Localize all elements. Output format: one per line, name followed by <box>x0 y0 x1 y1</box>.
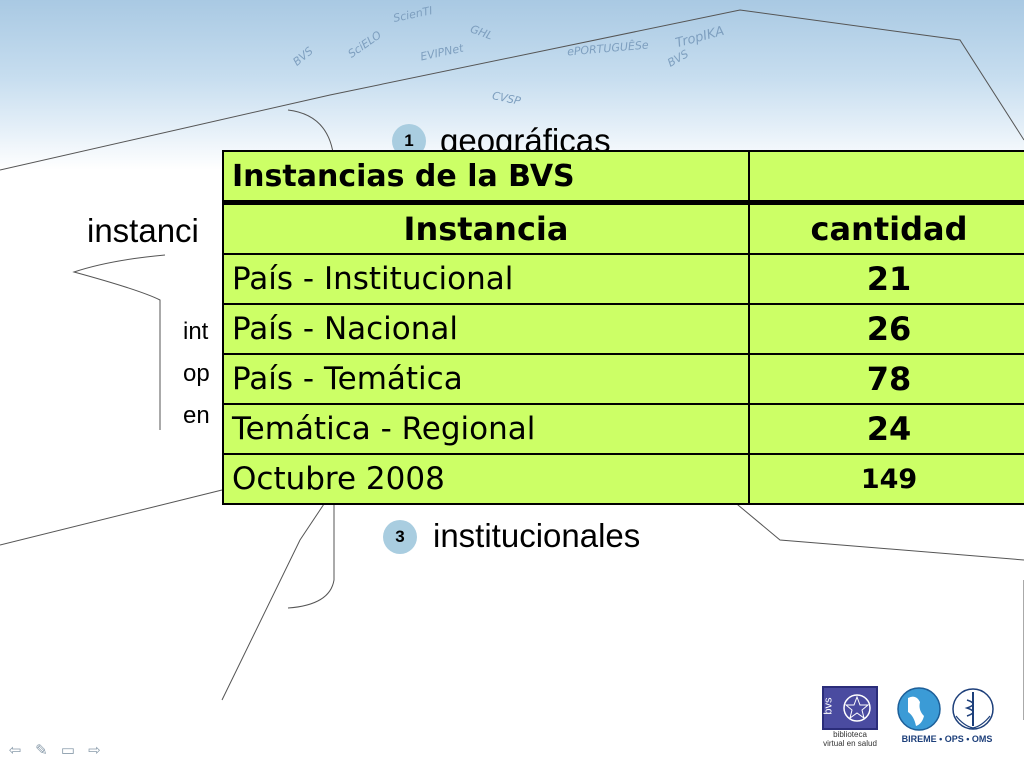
header-banner: ScienTI GHL TropIKA BVS SciELO EVIPNet e… <box>0 0 1024 170</box>
slide-nav-controls: ⇦ ✎ ▭ ⇨ <box>6 742 107 762</box>
table-total-row: Octubre 2008 149 <box>222 453 1024 505</box>
table-title: Instancias de la BVS <box>222 150 750 205</box>
table-row: País - Nacional 26 <box>222 303 1024 355</box>
row-count-cell: 78 <box>748 353 1024 405</box>
bireme-ops-oms-logo: BIREME • OPS • OMS <box>892 684 1002 750</box>
table-title-right <box>748 150 1024 205</box>
who-emblem-icon <box>952 688 994 730</box>
slide-menu-button[interactable]: ▭ <box>60 742 75 759</box>
table-header-row: Instancia cantidad <box>222 201 1024 255</box>
outline-shape-left <box>0 489 223 546</box>
table-title-row: Instancias de la BVS <box>222 150 1024 205</box>
outline-shape-lower <box>719 489 1024 561</box>
row-count-cell: 26 <box>748 303 1024 355</box>
text-en: en <box>183 402 210 429</box>
step-3-label: institucionales <box>433 517 641 554</box>
text-op: op <box>183 360 210 387</box>
row-count-cell: 24 <box>748 403 1024 455</box>
brace-left <box>72 254 166 430</box>
text-int: int <box>183 318 209 345</box>
next-slide-button[interactable]: ⇨ <box>88 742 101 759</box>
bireme-logo-caption: BIREME • OPS • OMS <box>901 734 993 744</box>
step-3-badge: 3 <box>383 520 417 554</box>
outline-shape-top <box>0 9 1024 171</box>
globe-icon <box>897 687 941 731</box>
column-header-cantidad: cantidad <box>748 201 1024 255</box>
column-header-instancia: Instancia <box>222 201 750 255</box>
row-name-cell: País - Temática <box>222 353 750 405</box>
instancias-table: Instancias de la BVS Instancia cantidad … <box>222 150 1024 505</box>
bvs-logo-text: bvs <box>822 697 835 715</box>
row-count-cell: 21 <box>748 253 1024 305</box>
total-name-cell: Octubre 2008 <box>222 453 750 505</box>
brace-bottom <box>287 495 335 609</box>
table-row: País - Institucional 21 <box>222 253 1024 305</box>
pen-tool-button[interactable]: ✎ <box>35 742 48 759</box>
bvs-logo-caption-1: biblioteca <box>833 730 867 739</box>
bvs-logo: bvs biblioteca virtual en salud <box>822 686 878 748</box>
row-name-cell: Temática - Regional <box>222 403 750 455</box>
table-row: Temática - Regional 24 <box>222 403 1024 455</box>
table-row: País - Temática 78 <box>222 353 1024 405</box>
previous-slide-button[interactable]: ⇦ <box>8 742 22 759</box>
bvs-star-icon <box>843 694 871 722</box>
total-count-cell: 149 <box>748 453 1024 505</box>
text-instanci: instanci <box>87 212 199 249</box>
row-name-cell: País - Nacional <box>222 303 750 355</box>
bvs-logo-mark: bvs <box>822 686 878 730</box>
row-name-cell: País - Institucional <box>222 253 750 305</box>
bvs-logo-caption-2: virtual en salud <box>823 739 877 748</box>
outline-shape-bottom <box>221 494 331 701</box>
